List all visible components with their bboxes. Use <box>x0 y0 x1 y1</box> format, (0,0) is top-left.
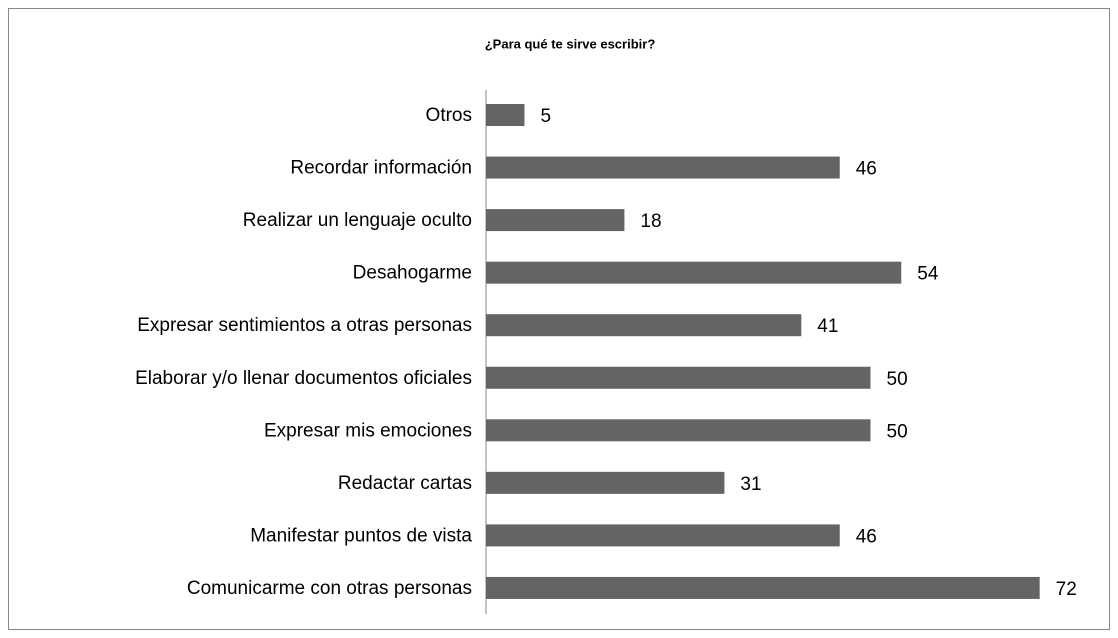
y-tick-label: Expresar sentimientos a otras personas <box>137 315 472 336</box>
bar <box>486 261 902 284</box>
bar <box>486 524 840 547</box>
bar <box>486 156 840 179</box>
y-tick-label: Otros <box>426 105 472 126</box>
y-tick-label: Desahogarme <box>353 263 472 284</box>
y-tick-label: Comunicarme con otras personas <box>187 578 472 599</box>
value-label: 72 <box>1056 579 1077 600</box>
chart-title: ¿Para qué te sirve escribir? <box>485 36 656 51</box>
bar <box>486 314 802 337</box>
bar <box>486 576 1040 599</box>
value-label: 18 <box>640 211 661 232</box>
y-tick-label: Realizar un lenguaje oculto <box>243 210 472 231</box>
bar <box>486 471 725 494</box>
y-tick-label: Redactar cartas <box>338 473 472 494</box>
value-label: 41 <box>817 316 838 337</box>
bar <box>486 419 871 442</box>
value-label: 50 <box>887 421 908 442</box>
y-tick-label: Expresar mis emociones <box>264 420 472 441</box>
value-label: 46 <box>856 159 877 180</box>
y-tick-label: Recordar información <box>290 158 472 179</box>
value-label: 46 <box>856 526 877 547</box>
y-tick-label: Manifestar puntos de vista <box>250 525 472 546</box>
bar <box>486 366 871 389</box>
bar <box>486 104 525 126</box>
bar <box>486 209 625 232</box>
value-label: 50 <box>887 369 908 390</box>
value-label: 54 <box>917 264 939 285</box>
value-label: 5 <box>540 106 551 127</box>
y-tick-label: Elaborar y/o llenar documentos oficiales <box>135 368 472 389</box>
value-label: 31 <box>740 474 761 495</box>
